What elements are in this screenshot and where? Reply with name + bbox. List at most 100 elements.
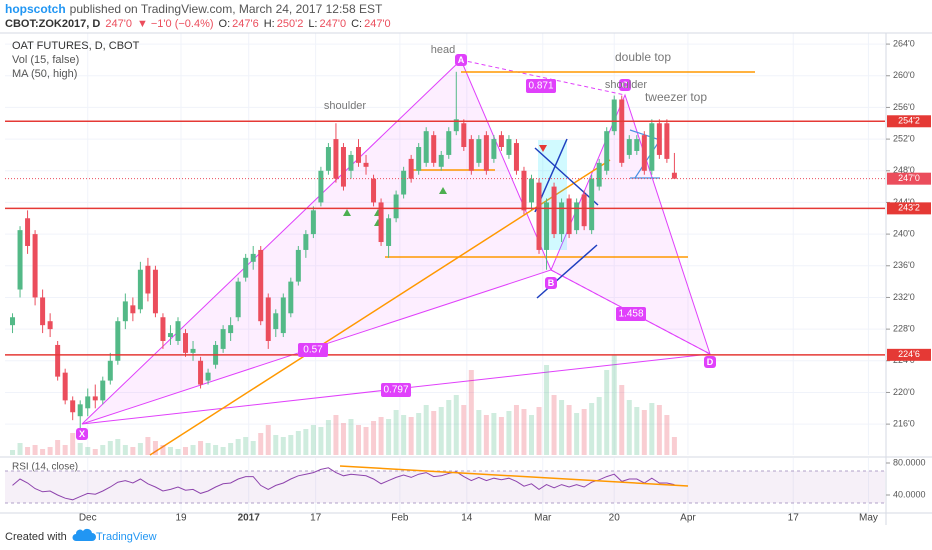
candle-body bbox=[100, 380, 106, 401]
candle-body bbox=[626, 139, 632, 155]
candle-body bbox=[356, 147, 362, 163]
candle-body bbox=[559, 202, 565, 235]
x-tick-label: 17 bbox=[310, 513, 322, 524]
volume-bar bbox=[506, 411, 512, 455]
volume-bar bbox=[371, 421, 377, 455]
candle-body bbox=[190, 348, 196, 353]
ratio-tag bbox=[298, 343, 328, 357]
volume-bar bbox=[566, 405, 572, 455]
h-label: H: bbox=[264, 18, 275, 30]
candle-body bbox=[62, 372, 68, 401]
volume-bar bbox=[40, 449, 46, 455]
note: tweezer top bbox=[645, 90, 707, 104]
red-arrow bbox=[539, 145, 547, 152]
volume-bar bbox=[220, 447, 226, 455]
volume-bar bbox=[604, 370, 610, 455]
volume-bar bbox=[100, 445, 106, 455]
note: shoulder bbox=[605, 79, 648, 91]
ratio-label: 0.57 bbox=[303, 345, 323, 356]
candle-body bbox=[235, 281, 241, 318]
candle-body bbox=[318, 170, 324, 203]
point-label: D bbox=[707, 357, 714, 367]
volume-bar bbox=[288, 435, 294, 455]
candle-body bbox=[506, 139, 512, 155]
volume-bar bbox=[77, 443, 83, 455]
volume-bar bbox=[438, 407, 444, 455]
blue-channel bbox=[536, 244, 598, 299]
volume-bar bbox=[671, 437, 677, 455]
open: 247'6 bbox=[232, 18, 259, 30]
volume-bar bbox=[295, 431, 301, 455]
volume-bar bbox=[589, 403, 595, 455]
candle-body bbox=[393, 194, 399, 219]
volume-bar bbox=[273, 435, 279, 455]
volume-bar bbox=[453, 395, 459, 455]
volume-bar bbox=[626, 400, 632, 455]
ratio-label: 0.797 bbox=[383, 385, 408, 396]
note: double top bbox=[615, 50, 671, 64]
candle-body bbox=[664, 123, 670, 159]
point-tag bbox=[76, 428, 88, 440]
y-tick-label: 260'0 bbox=[893, 70, 915, 80]
volume-bar bbox=[107, 441, 113, 455]
point-label: A bbox=[458, 55, 465, 65]
x-tick-label: 2017 bbox=[238, 513, 261, 524]
x-tick-label: Feb bbox=[391, 513, 409, 524]
volume-bar bbox=[528, 415, 534, 455]
volume-bar bbox=[198, 441, 204, 455]
x-tick-label: 14 bbox=[461, 513, 473, 524]
y-tick-label: 240'0 bbox=[893, 228, 915, 238]
candle-body bbox=[295, 249, 301, 282]
volume-bar bbox=[55, 440, 61, 455]
candle-body bbox=[85, 396, 91, 409]
level-label: 254'2 bbox=[898, 116, 920, 126]
volume-bar bbox=[363, 427, 369, 455]
candle-body bbox=[408, 158, 414, 179]
volume-bar bbox=[243, 437, 249, 455]
candle-body bbox=[40, 297, 46, 326]
candle-body bbox=[280, 297, 286, 334]
x-tick-label: May bbox=[859, 513, 878, 524]
volume-bar bbox=[310, 425, 316, 455]
ratio-label: 1.458 bbox=[618, 309, 643, 320]
y-tick-label: 256'0 bbox=[893, 102, 915, 112]
point-tag bbox=[545, 277, 557, 289]
y-tick-label: 264'0 bbox=[893, 38, 915, 48]
candle-body bbox=[130, 305, 136, 314]
volume-bar bbox=[190, 445, 196, 455]
volume-bar bbox=[10, 450, 16, 455]
candle-body bbox=[589, 178, 595, 231]
axes: Dec 19 2017 17 Feb 14 Mar 20 Apr 17 May 264'0 260'0 2… bbox=[79, 38, 931, 524]
candle-body bbox=[137, 269, 143, 310]
volume-bar bbox=[213, 445, 219, 455]
green-arrow bbox=[439, 187, 447, 194]
candle-body bbox=[401, 170, 407, 195]
candle-body bbox=[310, 210, 316, 235]
levels bbox=[5, 120, 885, 356]
orange-trendline bbox=[149, 159, 611, 456]
x-tick-label: Dec bbox=[79, 513, 97, 524]
candle-body bbox=[483, 135, 489, 171]
last-price-tag bbox=[887, 172, 931, 185]
candle-body bbox=[10, 317, 16, 326]
volume-bar bbox=[250, 441, 256, 455]
volume-bar bbox=[228, 443, 234, 455]
rsi-trendline bbox=[339, 465, 689, 487]
ratio-tag bbox=[381, 383, 411, 397]
volume-bar bbox=[664, 415, 670, 455]
l-label: L: bbox=[308, 18, 317, 30]
volume-bar bbox=[581, 409, 587, 455]
candle-body bbox=[243, 257, 249, 278]
volume-bar bbox=[92, 449, 98, 455]
annotations: X A B C D 0.871 1.458 0.57 0.797 head shoulder shou… bbox=[76, 44, 716, 440]
volume-bar bbox=[521, 409, 527, 455]
volume-bar bbox=[122, 445, 128, 455]
candle-body bbox=[333, 139, 339, 179]
candle-body bbox=[205, 372, 211, 381]
candle-body bbox=[175, 321, 181, 341]
volume-bar bbox=[280, 437, 286, 455]
volume-bar bbox=[393, 410, 399, 455]
level-tag bbox=[887, 115, 931, 128]
volume-bar bbox=[423, 405, 429, 455]
